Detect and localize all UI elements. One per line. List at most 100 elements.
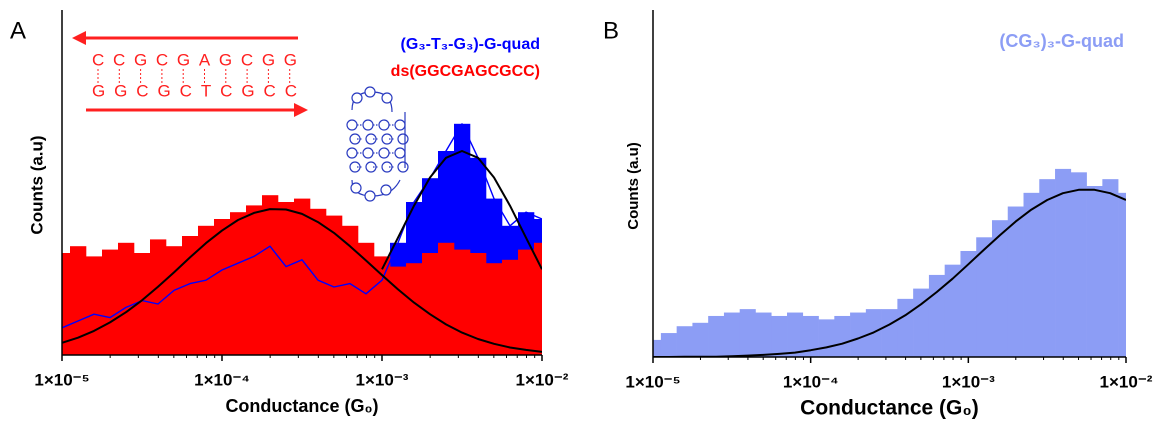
histogram-bar bbox=[406, 263, 423, 355]
plot-area bbox=[62, 123, 542, 355]
quad-loop-base bbox=[364, 86, 376, 98]
histogram-bar bbox=[166, 246, 183, 355]
quad-base bbox=[362, 147, 374, 159]
histogram-bar bbox=[453, 249, 471, 355]
histogram-bar bbox=[62, 253, 71, 355]
histogram-bar bbox=[246, 205, 263, 355]
histogram-bar bbox=[991, 220, 1009, 357]
histogram-bar bbox=[771, 315, 788, 357]
histogram-bar bbox=[653, 339, 662, 357]
histogram-bar bbox=[1039, 179, 1056, 357]
histogram-bar bbox=[692, 322, 709, 357]
panel-label: B bbox=[603, 17, 619, 44]
x-tick-label: 1×10⁻⁵ bbox=[625, 372, 680, 391]
x-tick-label: 1×10⁻⁴ bbox=[783, 372, 839, 391]
histogram-bar bbox=[1055, 168, 1072, 357]
series-bars bbox=[653, 168, 1126, 357]
histogram-bar bbox=[261, 195, 279, 355]
quad-base bbox=[394, 147, 406, 159]
x-tick-label: 1×10⁻³ bbox=[356, 370, 409, 389]
histogram-bar bbox=[293, 198, 311, 355]
quad-loop-base bbox=[380, 184, 392, 196]
x-tick-label: 1×10⁻² bbox=[516, 370, 569, 389]
histogram-bar bbox=[708, 315, 725, 357]
histogram-bar bbox=[390, 266, 407, 355]
quad-base bbox=[397, 133, 409, 145]
quad-backbone bbox=[351, 91, 406, 197]
legend-entry: (CG₃)₃-G-quad bbox=[999, 31, 1124, 51]
histogram-bar bbox=[913, 288, 930, 357]
quad-loop-base bbox=[364, 190, 376, 202]
histogram-bar bbox=[1102, 179, 1119, 357]
histogram-bar bbox=[486, 263, 503, 355]
quad-loop-base bbox=[350, 182, 362, 194]
histogram-bar bbox=[469, 253, 487, 355]
x-tick-label: 1×10⁻⁵ bbox=[34, 370, 89, 389]
x-tick-label: 1×10⁻³ bbox=[942, 372, 995, 391]
histogram-bar bbox=[676, 326, 693, 357]
histogram-bar bbox=[277, 202, 295, 355]
histogram-bar bbox=[101, 249, 119, 355]
histogram-bar bbox=[1070, 172, 1087, 357]
histogram-bar bbox=[213, 219, 231, 355]
quad-base bbox=[378, 119, 390, 131]
panel-label: A bbox=[10, 17, 26, 44]
histogram-bar bbox=[117, 242, 135, 355]
histogram-bar bbox=[976, 237, 993, 357]
strand-sequence: GGCGCTCGCC bbox=[92, 81, 297, 100]
arrow-head bbox=[72, 31, 86, 45]
histogram-bar bbox=[198, 225, 215, 355]
histogram-bar bbox=[739, 309, 756, 357]
quad-base bbox=[346, 147, 358, 159]
histogram-bar bbox=[70, 246, 87, 355]
histogram-bar bbox=[326, 215, 343, 355]
y-axis-title: Counts (a.u) bbox=[27, 135, 46, 234]
plot-area bbox=[653, 168, 1126, 357]
x-axis-title: Conductance (G₀) bbox=[225, 396, 378, 416]
histogram-bar bbox=[755, 312, 772, 357]
histogram-bar bbox=[182, 236, 199, 355]
quad-base bbox=[346, 119, 358, 131]
histogram-bar bbox=[897, 298, 914, 357]
quad-loop-base bbox=[381, 92, 393, 104]
series-bars bbox=[62, 195, 542, 355]
legend-entry: (G₃-T₃-G₃)-G-quad bbox=[401, 36, 541, 53]
x-tick-label: 1×10⁻⁴ bbox=[194, 370, 250, 389]
histogram-bar bbox=[1007, 206, 1024, 357]
histogram-bar bbox=[1118, 192, 1126, 357]
histogram-bar bbox=[881, 309, 898, 357]
quad-base bbox=[397, 161, 409, 173]
histogram-bar bbox=[850, 312, 867, 357]
quad-base bbox=[378, 147, 390, 159]
histogram-bar bbox=[960, 250, 977, 357]
histogram-bar bbox=[373, 256, 391, 355]
y-axis-title: Counts (a.u) bbox=[625, 142, 642, 230]
histogram-bar bbox=[86, 256, 103, 355]
histogram-bar bbox=[133, 253, 151, 355]
histogram-bar bbox=[802, 315, 819, 357]
histogram-bar bbox=[518, 249, 535, 355]
histogram-bar bbox=[787, 312, 804, 357]
quad-base bbox=[394, 119, 406, 131]
histogram-bar bbox=[358, 242, 375, 355]
histogram-bar bbox=[660, 333, 677, 357]
histogram-bar bbox=[1023, 192, 1040, 357]
histogram-bar bbox=[723, 312, 741, 357]
histogram-bar bbox=[818, 319, 835, 357]
arrow-head bbox=[294, 103, 308, 117]
x-axis-title: Conductance (G₀) bbox=[800, 397, 979, 420]
fit-curve bbox=[381, 150, 542, 270]
histogram-bar bbox=[533, 242, 542, 355]
histogram-bar bbox=[421, 253, 439, 355]
histogram-bar bbox=[1086, 186, 1103, 357]
fit-curve bbox=[62, 208, 542, 353]
g-quadruplex-icon bbox=[346, 86, 409, 202]
histogram-bar bbox=[944, 264, 961, 357]
quad-loop-base bbox=[351, 92, 363, 104]
histogram-bar bbox=[309, 208, 327, 355]
histogram-bar bbox=[230, 212, 247, 355]
histogram-bar bbox=[502, 259, 519, 355]
histogram-bar bbox=[342, 225, 359, 355]
